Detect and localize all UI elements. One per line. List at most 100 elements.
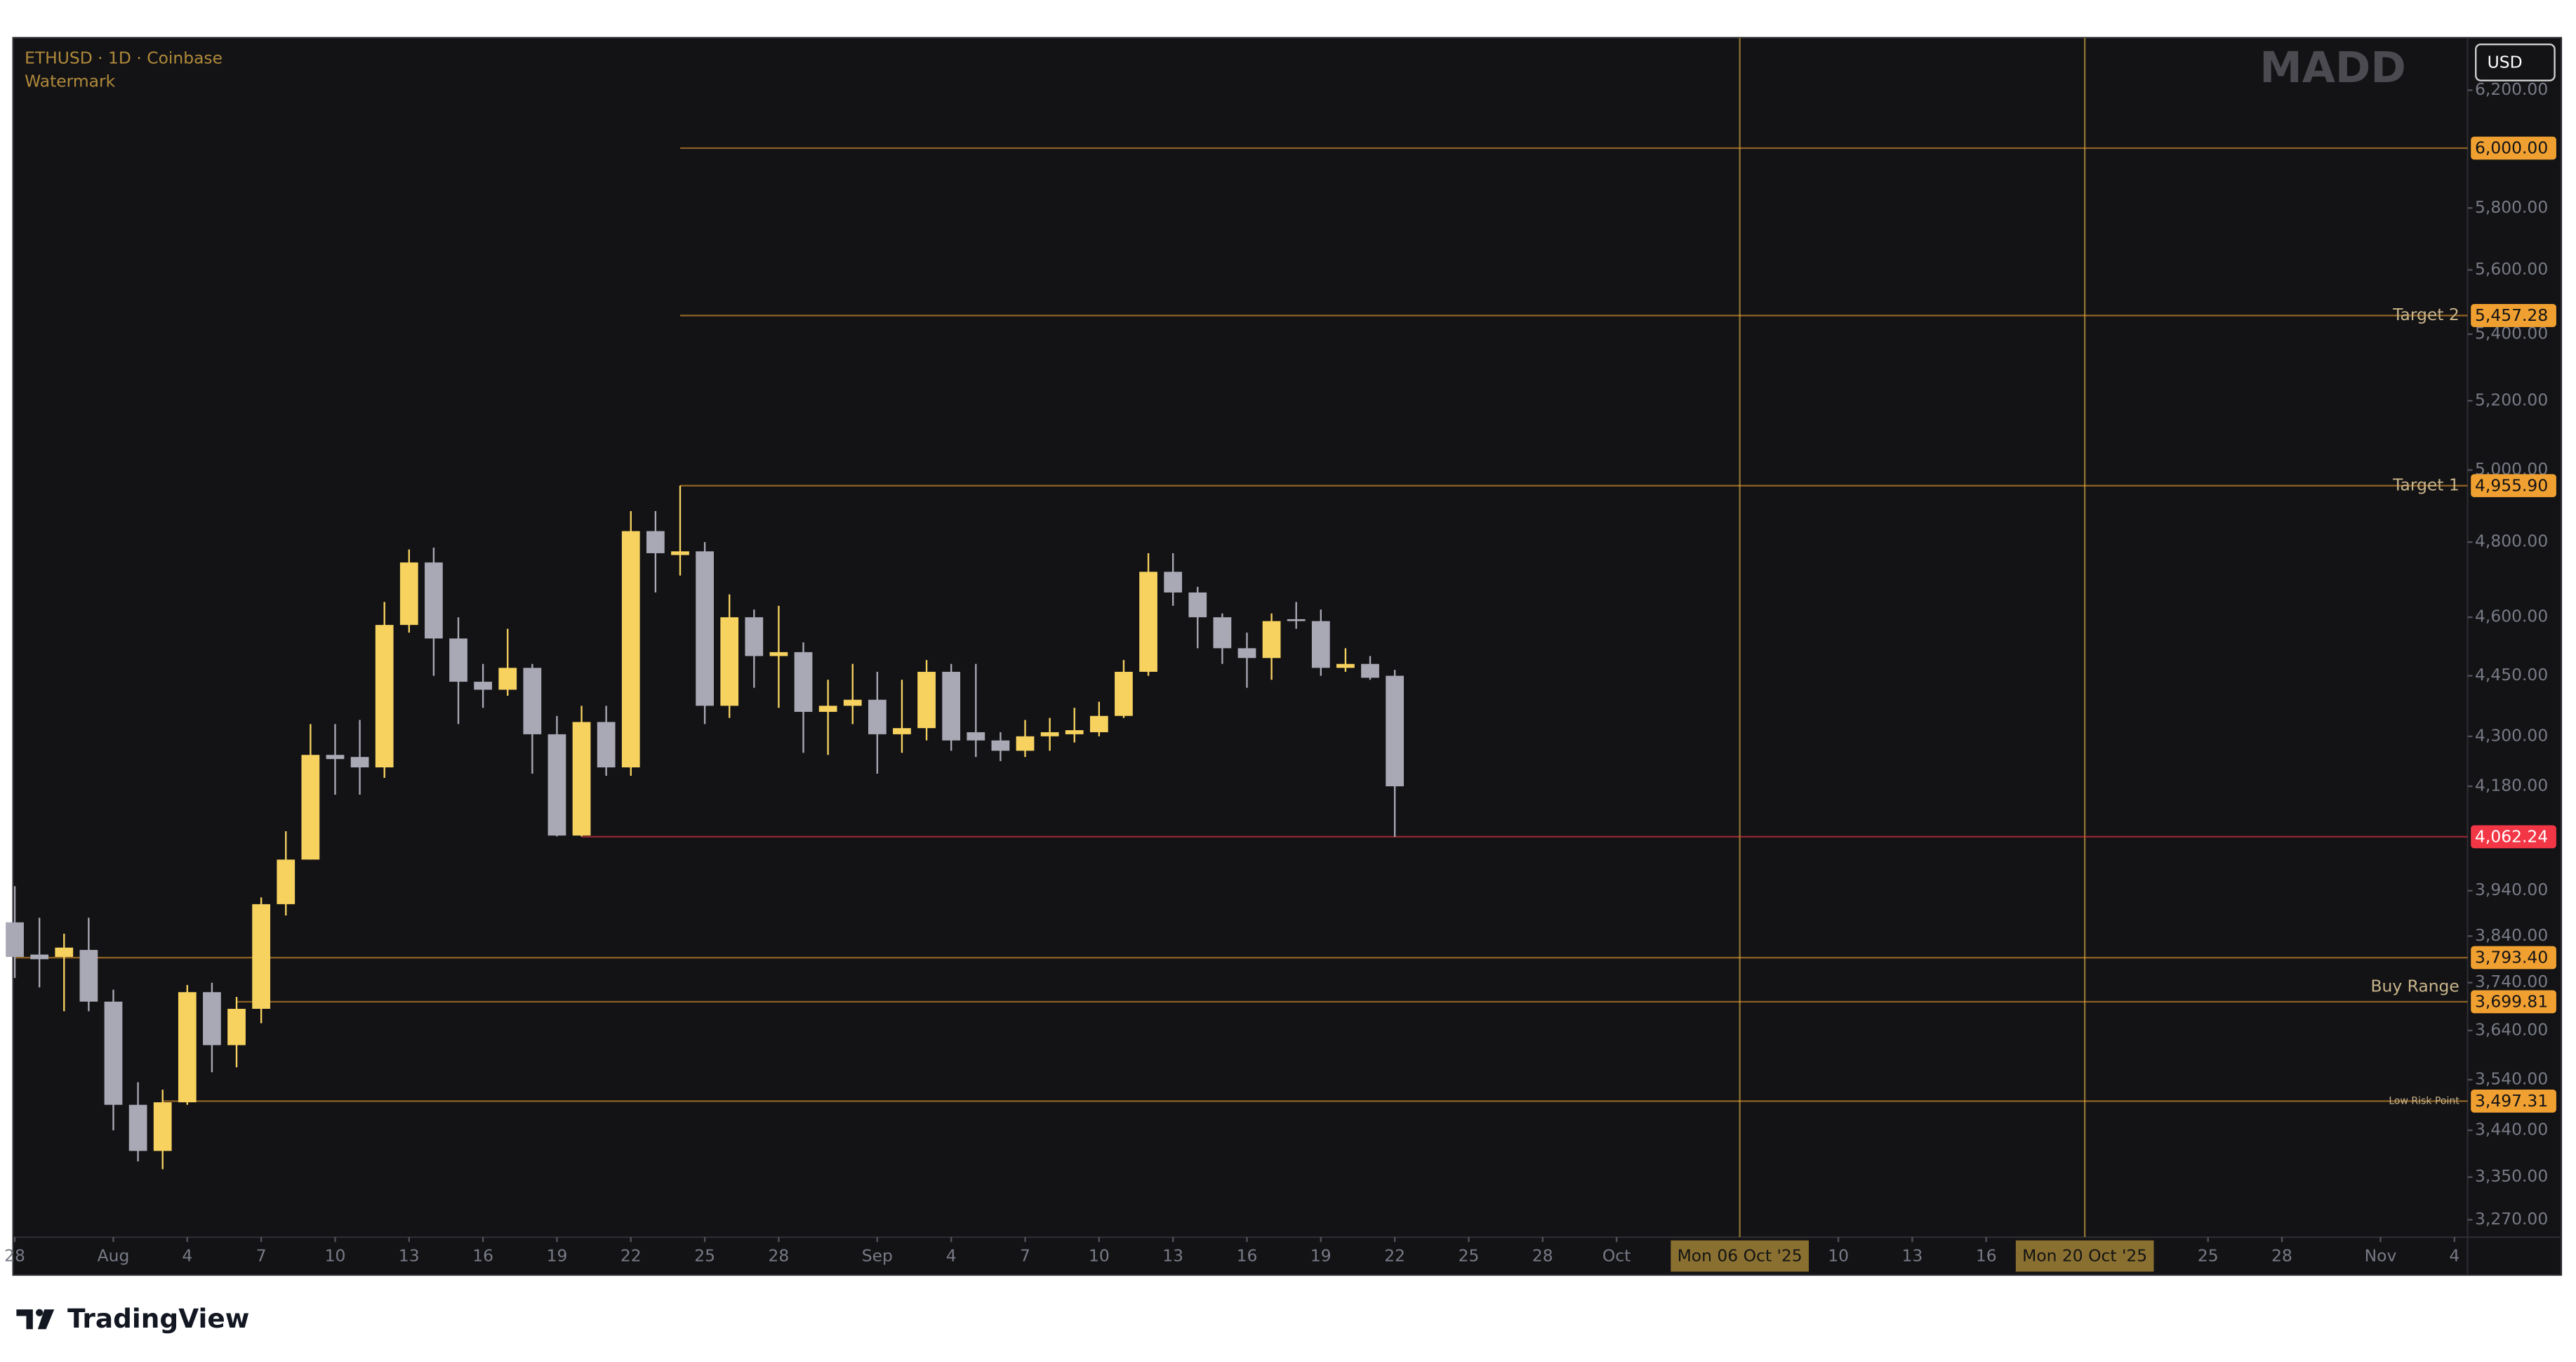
x-tick-label: 13 bbox=[1902, 1246, 1923, 1266]
currency-button[interactable] bbox=[2475, 44, 2556, 81]
y-tick-label: 5,800.00 bbox=[2475, 197, 2548, 217]
candle-body bbox=[868, 699, 887, 734]
level-price-box bbox=[2471, 1090, 2556, 1113]
level-price-label: 3,497.31 bbox=[2475, 1091, 2548, 1111]
x-tick-label: 16 bbox=[472, 1246, 493, 1266]
candle-body bbox=[1089, 715, 1108, 732]
y-tick-label: 3,740.00 bbox=[2475, 972, 2548, 991]
candle-body bbox=[646, 531, 665, 553]
x-tick-label: 4 bbox=[182, 1246, 192, 1266]
candle-body bbox=[547, 734, 566, 836]
level-price-box bbox=[2471, 946, 2556, 970]
candle-body bbox=[893, 728, 911, 734]
candle-body bbox=[671, 551, 689, 555]
level-price-label: 4,955.90 bbox=[2475, 475, 2548, 495]
candle-body bbox=[128, 1104, 147, 1151]
y-tick-label: 5,600.00 bbox=[2475, 259, 2548, 279]
y-tick-label: 3,640.00 bbox=[2475, 1019, 2548, 1039]
candle-body bbox=[1287, 619, 1306, 621]
y-tick-label: 4,300.00 bbox=[2475, 725, 2548, 745]
candle-body bbox=[277, 859, 296, 904]
date-marker-label: Mon 06 Oct '25 bbox=[1678, 1246, 1802, 1266]
brand-name: TradingView bbox=[67, 1303, 249, 1334]
watermark: MADD bbox=[2259, 44, 2406, 93]
candle-body bbox=[1016, 736, 1035, 751]
y-tick-label: 6,200.00 bbox=[2475, 79, 2548, 99]
level-price-box bbox=[2471, 304, 2556, 327]
candle-body bbox=[227, 1008, 246, 1045]
level-text: Target 1 bbox=[2392, 475, 2459, 494]
level-price-label: 5,457.28 bbox=[2475, 305, 2548, 325]
x-tick-label: 16 bbox=[1237, 1246, 1258, 1266]
x-tick-label: 19 bbox=[1310, 1246, 1332, 1266]
x-tick-label: 10 bbox=[1828, 1246, 1849, 1266]
candle-body bbox=[745, 617, 764, 656]
candle-body bbox=[449, 638, 467, 682]
candle-body bbox=[1262, 621, 1281, 659]
candle-body bbox=[399, 562, 418, 626]
level-price-label: 3,793.40 bbox=[2475, 948, 2548, 967]
candle-body bbox=[1040, 732, 1059, 736]
date-marker-label: Mon 20 Oct '25 bbox=[2022, 1246, 2147, 1266]
candle-body bbox=[252, 904, 271, 1009]
x-tick-label: 25 bbox=[2198, 1246, 2219, 1266]
candle-body bbox=[79, 950, 98, 1002]
candle-body bbox=[523, 668, 542, 734]
candle-body bbox=[769, 652, 788, 656]
x-tick-label: 25 bbox=[1459, 1246, 1480, 1266]
x-tick-label: 16 bbox=[1976, 1246, 1997, 1266]
y-tick-label: 4,450.00 bbox=[2475, 665, 2548, 685]
candle-body bbox=[6, 922, 24, 957]
x-tick-label: 22 bbox=[1384, 1246, 1405, 1266]
candle-body bbox=[1386, 675, 1405, 786]
y-tick-label: 5,200.00 bbox=[2475, 390, 2548, 409]
y-tick-label: 3,540.00 bbox=[2475, 1069, 2548, 1088]
chart-title: ETHUSD · 1D · Coinbase bbox=[25, 48, 223, 68]
x-tick-label: 25 bbox=[694, 1246, 715, 1266]
x-tick-label: 13 bbox=[399, 1246, 420, 1266]
candle-body bbox=[1213, 617, 1232, 649]
x-tick-label: 7 bbox=[1020, 1246, 1030, 1266]
candle-body bbox=[696, 551, 714, 706]
level-text: Target 2 bbox=[2392, 305, 2459, 324]
candle-body bbox=[720, 617, 739, 706]
x-tick-label: Aug bbox=[98, 1246, 130, 1266]
y-tick-label: 4,800.00 bbox=[2475, 531, 2548, 551]
level-price-label: 3,699.81 bbox=[2475, 992, 2548, 1012]
candle-body bbox=[597, 722, 616, 768]
x-tick-label: 13 bbox=[1162, 1246, 1183, 1266]
candle-body bbox=[1188, 592, 1207, 618]
date-marker-box bbox=[1671, 1240, 1809, 1272]
x-tick-label: 10 bbox=[325, 1246, 346, 1266]
level-price-box bbox=[2471, 990, 2556, 1014]
candle-body bbox=[1336, 663, 1355, 668]
level-price-box bbox=[2471, 825, 2556, 849]
y-tick-label: 3,350.00 bbox=[2475, 1166, 2548, 1186]
candle-body bbox=[967, 732, 985, 741]
x-tick-label: 22 bbox=[620, 1246, 642, 1266]
candle-body bbox=[350, 757, 369, 768]
candle-body bbox=[991, 740, 1010, 751]
y-tick-label: 4,600.00 bbox=[2475, 607, 2548, 626]
date-marker-box bbox=[2015, 1240, 2154, 1272]
level-price-label: 4,062.24 bbox=[2475, 827, 2548, 847]
candle-body bbox=[1139, 571, 1157, 672]
x-tick-label: Oct bbox=[1602, 1246, 1631, 1266]
x-tick-label: 28 bbox=[4, 1246, 25, 1266]
y-tick-label: 3,270.00 bbox=[2475, 1209, 2548, 1229]
candle-body bbox=[203, 992, 221, 1045]
x-tick-label: 4 bbox=[2449, 1246, 2459, 1266]
level-price-box bbox=[2471, 136, 2556, 160]
candle-body bbox=[326, 755, 345, 760]
candle-body bbox=[621, 531, 640, 768]
candle-body bbox=[1065, 730, 1084, 734]
x-tick-label: Nov bbox=[2365, 1246, 2397, 1266]
currency-label[interactable]: USD bbox=[2488, 53, 2523, 72]
candle-body bbox=[917, 671, 936, 729]
chart-background bbox=[12, 37, 2563, 1276]
candle-body bbox=[178, 992, 197, 1103]
candle-body bbox=[1237, 648, 1256, 659]
level-price-label: 6,000.00 bbox=[2475, 138, 2548, 158]
candle-body bbox=[153, 1102, 172, 1151]
